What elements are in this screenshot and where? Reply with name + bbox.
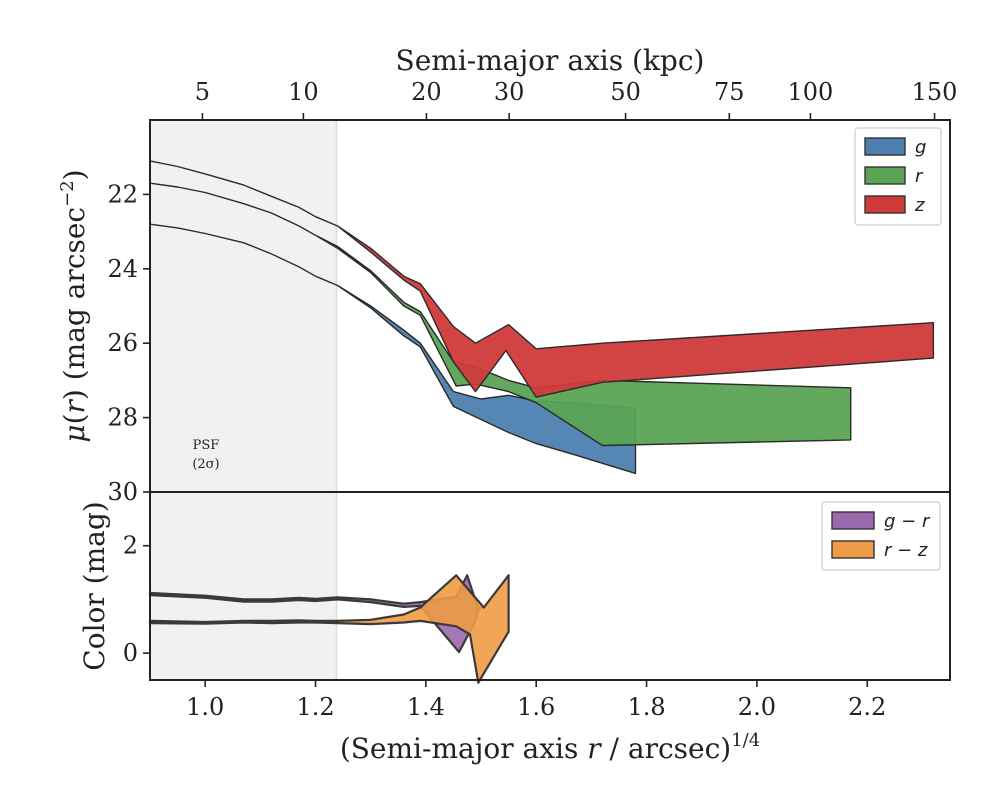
x-tick-label: 1.6 [517,693,555,721]
top-x-tick-label: 150 [912,78,958,106]
x-tick-label: 2.2 [848,693,886,721]
top-x-tick-label: 50 [610,78,641,106]
top-x-tick-label: 20 [411,78,442,106]
psf-note-label: PSF [193,438,220,453]
legend-label: z [914,195,925,216]
y-tick-label-brightness: 30 [107,478,138,506]
legend-swatch [831,540,875,559]
color-bands [148,574,510,684]
surface-brightness-bands [149,160,935,475]
x-tick-label: 1.4 [407,693,445,721]
x-tick-label: 2.0 [738,693,776,721]
y-axis-title-brightness: μ(r) (mag arcsec−2) [57,169,91,442]
legends: grz g − r r − z [821,127,942,571]
top-axis-title: Semi-major axis (kpc) [396,44,705,77]
y-tick-label-brightness: 22 [107,180,138,208]
y-tick-label-color: 0 [123,639,138,667]
legend-swatch [864,195,906,214]
top-x-tick-label: 100 [788,78,834,106]
y-axis-title-color: Color (mag) [78,501,111,670]
x-axis-title: (Semi-major axis r / arcsec)1/4 [340,730,760,765]
band-r [149,182,852,447]
top-x-tick-label: 5 [195,78,210,106]
legend-label: g [915,137,926,158]
x-tick-label: 1.2 [296,693,334,721]
legend-swatch [864,137,906,156]
y-tick-label-brightness: 28 [107,404,138,432]
y-tick-label-brightness: 24 [107,255,138,283]
psf-region [150,120,338,680]
legend-swatch [831,511,875,530]
band-z [149,160,935,398]
y-tick-label-color: 2 [123,532,138,560]
y-tick-label-brightness: 26 [107,329,138,357]
x-tick-label: 1.0 [186,693,224,721]
top-x-tick-label: 75 [714,78,745,106]
psf-note-sigma: (2σ) [192,457,219,472]
band-rz [148,574,510,684]
bottom-panel-frame [149,491,951,681]
legend-swatch [864,166,906,185]
top-x-tick-label: 10 [288,78,319,106]
top-x-tick-label: 30 [494,78,525,106]
x-tick-label: 1.8 [627,693,665,721]
axis-ticks: 22 24 26 28 30 0 2 1.0 1.2 1.4 1.6 1.8 2.0 2.2 5 10 20 30… [107,78,957,721]
legend-label: g − r [884,511,931,532]
psf-shade [150,120,337,680]
legend-label: r − z [884,540,928,561]
legend-label: r [915,166,924,187]
